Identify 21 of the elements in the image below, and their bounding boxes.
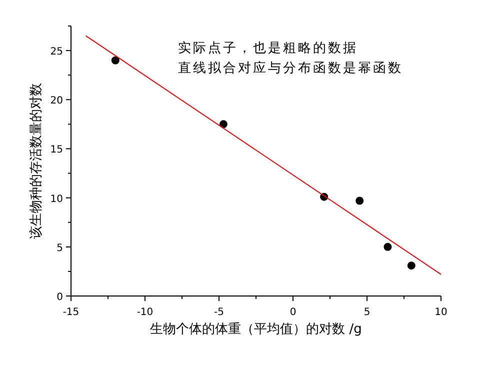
x-tick-label: 10 xyxy=(434,307,448,318)
point xyxy=(219,120,228,128)
y-tick-label: 25 xyxy=(50,46,63,58)
x-tick-label: 0 xyxy=(290,307,296,318)
y-tick-label: 20 xyxy=(50,96,63,107)
point xyxy=(111,56,120,64)
x-tick-label: -15 xyxy=(62,307,80,318)
y-tick-label: 5 xyxy=(56,242,63,254)
y-tick-label: 0 xyxy=(56,292,63,303)
x-tick-label: 5 xyxy=(364,307,370,318)
y-tick-label: 15 xyxy=(50,144,63,156)
annotation: 实际点子，也是粗略的数据 xyxy=(178,41,358,56)
point xyxy=(407,262,416,270)
y-tick-label: 10 xyxy=(50,194,63,205)
x-tick-label: -10 xyxy=(136,307,154,318)
point xyxy=(384,242,392,251)
x-tick-label: -5 xyxy=(214,307,224,318)
point xyxy=(356,196,364,205)
x-axis-title: 生物个体的体重（平均值）的对数 /g xyxy=(150,322,362,337)
y-axis-title: 该生物种的存活数量的对数 xyxy=(28,83,44,239)
annotation: 直线拟合对应与分布函数是幂函数 xyxy=(178,60,403,76)
